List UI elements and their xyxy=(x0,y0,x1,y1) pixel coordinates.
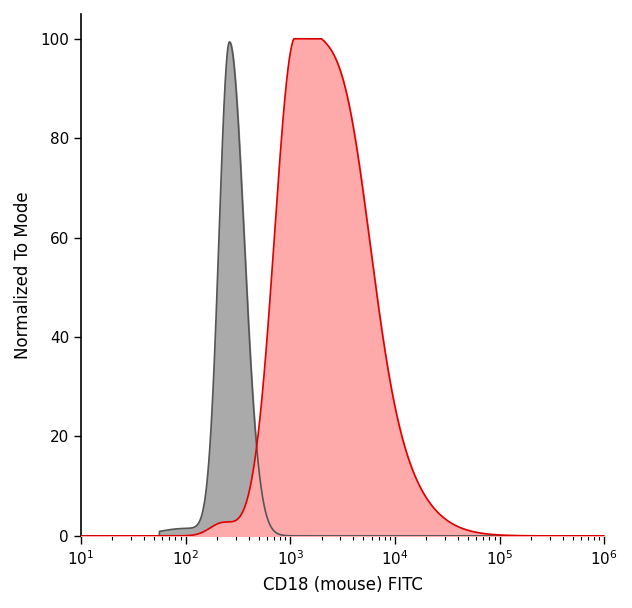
Y-axis label: Normalized To Mode: Normalized To Mode xyxy=(14,191,32,359)
X-axis label: CD18 (mouse) FITC: CD18 (mouse) FITC xyxy=(263,576,423,594)
